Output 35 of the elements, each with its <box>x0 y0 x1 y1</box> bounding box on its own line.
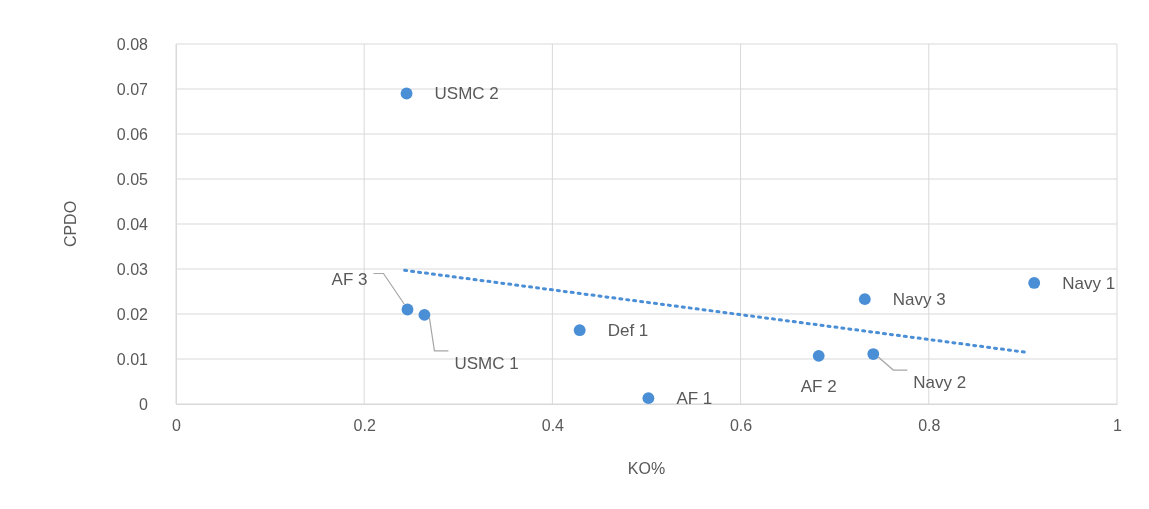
annotation: USMC 2 <box>434 84 499 104</box>
annotation: Navy 3 <box>892 290 946 310</box>
x-tick-label: 0.8 <box>918 417 941 435</box>
x-tick-label: 0.2 <box>353 417 376 435</box>
y-tick-label: 0.08 <box>116 35 149 53</box>
point <box>400 87 413 100</box>
point <box>642 392 655 405</box>
point <box>867 348 880 360</box>
x-axis-title: KO% <box>627 460 666 477</box>
x-tick-label: 0.4 <box>541 417 565 435</box>
y-tick-label: 0.05 <box>116 170 149 188</box>
y-tick-label: 0.07 <box>116 80 149 98</box>
point <box>858 293 871 306</box>
annotation: AF 3 <box>331 270 368 290</box>
x-tick-label: 0 <box>172 417 182 435</box>
point <box>573 324 586 337</box>
annotation: AF 1 <box>676 389 713 409</box>
annotation: Navy 2 <box>913 373 967 392</box>
x-tick-label: 1 <box>1113 417 1123 435</box>
annotation: Navy 1 <box>1062 273 1116 293</box>
y-tick-label: 0.03 <box>116 260 149 278</box>
y-tick-label: 0 <box>139 395 149 413</box>
y-tick-label: 0.04 <box>116 215 149 233</box>
y-axis-title: CPDO <box>62 200 79 248</box>
point <box>1028 277 1041 289</box>
point <box>401 303 414 316</box>
y-tick-label: 0.06 <box>116 125 149 143</box>
y-tick-label: 0.02 <box>116 305 149 323</box>
x-tick-label: 0.6 <box>729 417 753 435</box>
annotation: USMC 1 <box>454 353 519 373</box>
point <box>812 349 825 362</box>
annotation: AF 2 <box>800 376 837 396</box>
point <box>418 308 431 321</box>
y-tick-label: 0.01 <box>116 350 149 368</box>
annotation: Def 1 <box>607 321 649 341</box>
